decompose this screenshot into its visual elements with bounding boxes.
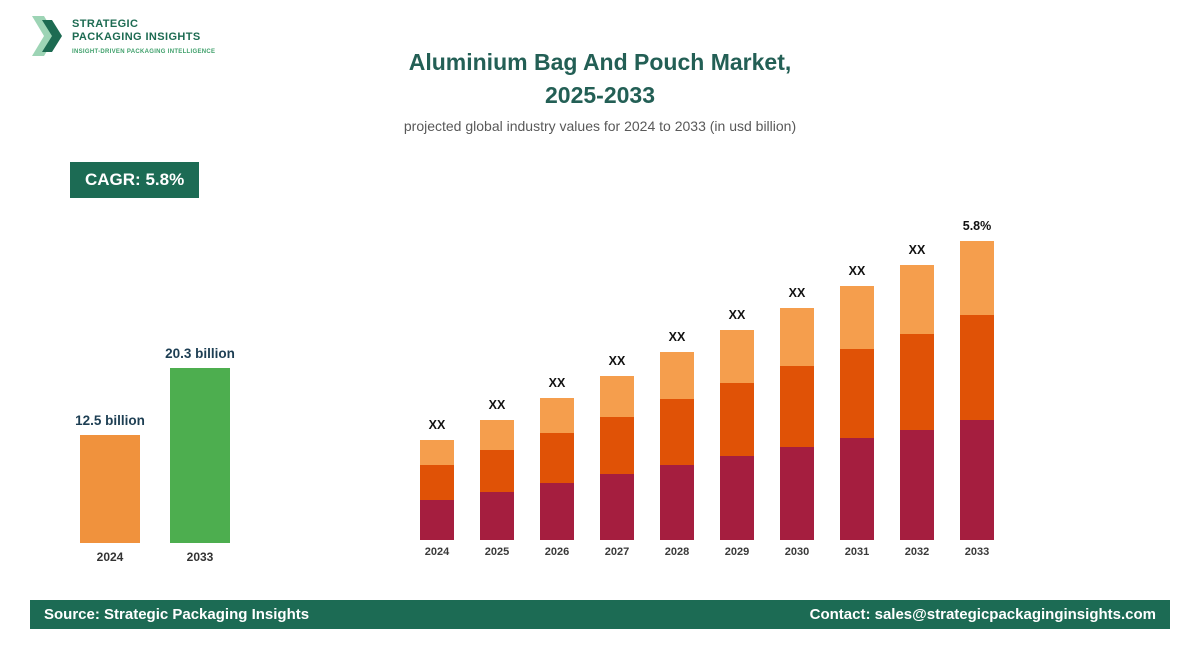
segment-middle-2032 [900, 334, 934, 430]
segment-bottom-2030 [780, 447, 814, 540]
bar-value-label-2025: XX [488, 398, 506, 412]
stacked-bar-group-2026: XX 2026 [540, 376, 574, 558]
category-label-2026: 2026 [544, 546, 570, 558]
page-subtitle: projected global industry values for 202… [403, 118, 797, 134]
category-label-2033: 2033 [964, 546, 990, 558]
bar-stack-2031 [840, 286, 874, 540]
segment-middle-2029 [720, 383, 754, 456]
left-bar-chart: 12.5 billion 2024 20.3 billion 2033 [75, 346, 235, 564]
stacked-bar-group-2029: XX 2029 [720, 308, 754, 558]
segment-top-2031 [840, 286, 874, 349]
category-label-2031: 2031 [844, 546, 870, 558]
category-label-2025: 2025 [484, 546, 510, 558]
segment-top-2030 [780, 308, 814, 366]
category-label-2027: 2027 [604, 546, 630, 558]
page-title-line2: 2025-2033 [545, 82, 655, 108]
logo-chevron-icon [32, 16, 62, 56]
page-title-line1: Aluminium Bag And Pouch Market, [408, 49, 792, 75]
category-label-2029: 2029 [724, 546, 750, 558]
bar-2024 [80, 435, 140, 543]
bar-stack-2032 [900, 265, 934, 540]
segment-middle-2028 [660, 399, 694, 465]
stacked-bar-group-2030: XX 2030 [780, 286, 814, 558]
segment-bottom-2028 [660, 465, 694, 540]
value-label-2033: 20.3 billion [165, 346, 235, 361]
stacked-bar-group-2033: 5.8% 2033 [960, 219, 994, 558]
cagr-badge: CAGR: 5.8% [70, 162, 200, 198]
value-label-2024: 12.5 billion [75, 413, 145, 428]
header: Aluminium Bag And Pouch Market, 2025-203… [250, 46, 950, 134]
segment-middle-2026 [540, 433, 574, 483]
segment-top-2026 [540, 398, 574, 433]
bar-group-2033: 20.3 billion 2033 [165, 346, 235, 564]
segment-bottom-2033 [960, 420, 994, 540]
bar-stack-2029 [720, 330, 754, 540]
bar-value-label-2031: XX [848, 264, 866, 278]
segment-top-2025 [480, 420, 514, 450]
footer-contact: Contact: sales@strategicpackaginginsight… [809, 606, 1156, 623]
logo-text: STRATEGIC PACKAGING INSIGHTS INSIGHT-DRI… [72, 14, 215, 55]
footer-source: Source: Strategic Packaging Insights [44, 606, 310, 623]
segment-bottom-2031 [840, 438, 874, 540]
category-label-2028: 2028 [664, 546, 690, 558]
segment-bottom-2027 [600, 474, 634, 540]
segment-bottom-2029 [720, 456, 754, 540]
brand-logo: STRATEGIC PACKAGING INSIGHTS INSIGHT-DRI… [30, 14, 215, 58]
segment-middle-2025 [480, 450, 514, 492]
stacked-bar-group-2027: XX 2027 [600, 354, 634, 558]
bar-value-label-2029: XX [728, 308, 746, 322]
bar-stack-2024 [420, 440, 454, 540]
segment-top-2028 [660, 352, 694, 399]
segment-top-2027 [600, 376, 634, 417]
stacked-bar-group-2031: XX 2031 [840, 264, 874, 558]
logo-line1: STRATEGIC [72, 18, 139, 30]
segment-middle-2024 [420, 465, 454, 500]
category-label-2030: 2030 [784, 546, 810, 558]
logo-line2: PACKAGING INSIGHTS [72, 31, 201, 43]
stacked-bar-chart: XX 2024 XX 2025 XX 2026 XX 2027 XX 2028 XX 2029 XX 20… [420, 219, 994, 558]
segment-top-2032 [900, 265, 934, 334]
bar-2033 [170, 368, 230, 543]
bar-value-label-2030: XX [788, 286, 806, 300]
segment-top-2033 [960, 241, 994, 315]
segment-middle-2027 [600, 417, 634, 474]
bar-stack-2027 [600, 376, 634, 540]
category-label-2032: 2032 [904, 546, 930, 558]
bar-value-label-2027: XX [608, 354, 626, 368]
bar-value-label-2026: XX [548, 376, 566, 390]
stacked-bar-group-2024: XX 2024 [420, 418, 454, 558]
stacked-bar-group-2025: XX 2025 [480, 398, 514, 558]
bar-value-label-2032: XX [908, 243, 926, 257]
segment-top-2029 [720, 330, 754, 383]
bar-group-2024: 12.5 billion 2024 [75, 413, 145, 564]
segment-bottom-2026 [540, 483, 574, 540]
bar-stack-2033 [960, 241, 994, 540]
bar-value-label-2024: XX [428, 418, 446, 432]
category-label-2033: 2033 [186, 550, 214, 564]
bar-value-label-2033: 5.8% [962, 219, 992, 233]
bar-stack-2025 [480, 420, 514, 540]
stacked-bar-group-2028: XX 2028 [660, 330, 694, 558]
segment-bottom-2032 [900, 430, 934, 540]
segment-middle-2033 [960, 315, 994, 420]
segment-bottom-2024 [420, 500, 454, 540]
stacked-bar-group-2032: XX 2032 [900, 243, 934, 558]
footer-bar: Source: Strategic Packaging Insights Con… [30, 600, 1170, 629]
segment-middle-2030 [780, 366, 814, 447]
category-label-2024: 2024 [424, 546, 450, 558]
category-label-2024: 2024 [96, 550, 124, 564]
bar-value-label-2028: XX [668, 330, 686, 344]
bar-stack-2030 [780, 308, 814, 540]
bar-stack-2026 [540, 398, 574, 540]
segment-bottom-2025 [480, 492, 514, 540]
bar-stack-2028 [660, 352, 694, 540]
segment-top-2024 [420, 440, 454, 465]
logo-tagline: INSIGHT-DRIVEN PACKAGING INTELLIGENCE [72, 49, 216, 55]
segment-middle-2031 [840, 349, 874, 438]
